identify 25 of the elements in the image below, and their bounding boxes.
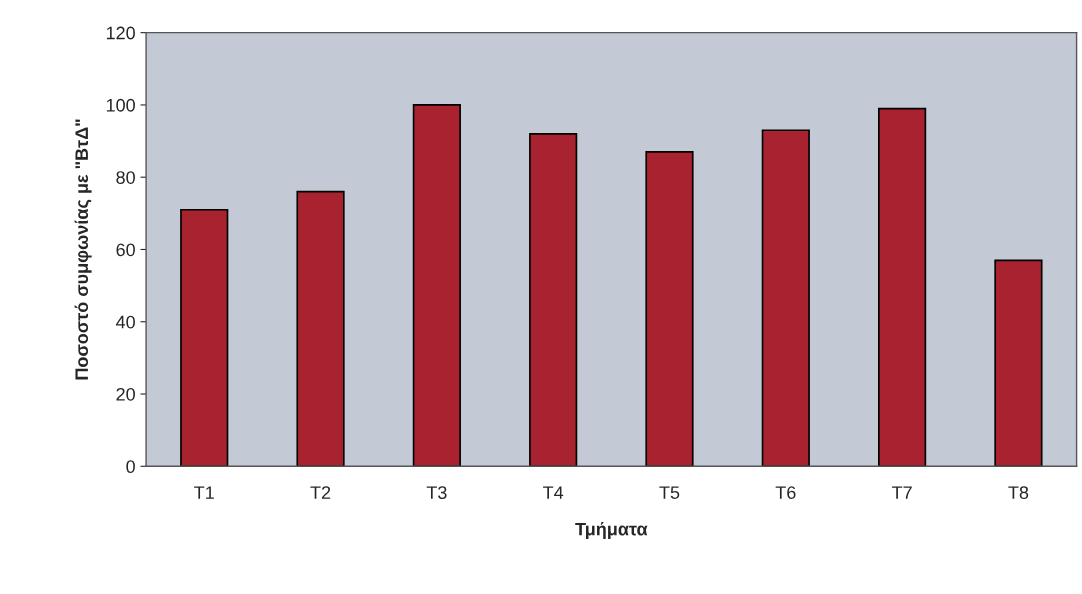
y-tick-label: 0 (126, 460, 135, 474)
bar (296, 190, 345, 467)
bar (645, 151, 694, 467)
y-tick-label: 20 (116, 387, 135, 401)
bar (180, 208, 229, 467)
y-tick-label: 80 (116, 171, 135, 184)
x-tick-label: T4 (543, 486, 564, 499)
x-tick-label: T6 (775, 486, 796, 499)
x-tick-label: T2 (310, 486, 331, 499)
x-tick-label: T1 (194, 486, 214, 499)
y-tick-label: 120 (106, 26, 135, 40)
bar (529, 133, 578, 467)
y-axis-title: Ποσοστό συμφωνίας με "ΒτΔ" (74, 119, 92, 380)
bar (412, 104, 461, 467)
y-tick-label: 40 (115, 315, 135, 329)
x-tick-label: T7 (891, 486, 912, 499)
bar (761, 129, 810, 467)
x-tick-label: T5 (659, 486, 680, 499)
bar (994, 259, 1043, 467)
x-tick-label: T3 (426, 486, 447, 499)
x-tick-label: T8 (1008, 486, 1029, 499)
x-axis-title: Τμήματα (575, 522, 648, 540)
bar (878, 107, 927, 467)
y-tick-label: 100 (106, 98, 135, 112)
y-tick-label: 60 (116, 243, 135, 257)
